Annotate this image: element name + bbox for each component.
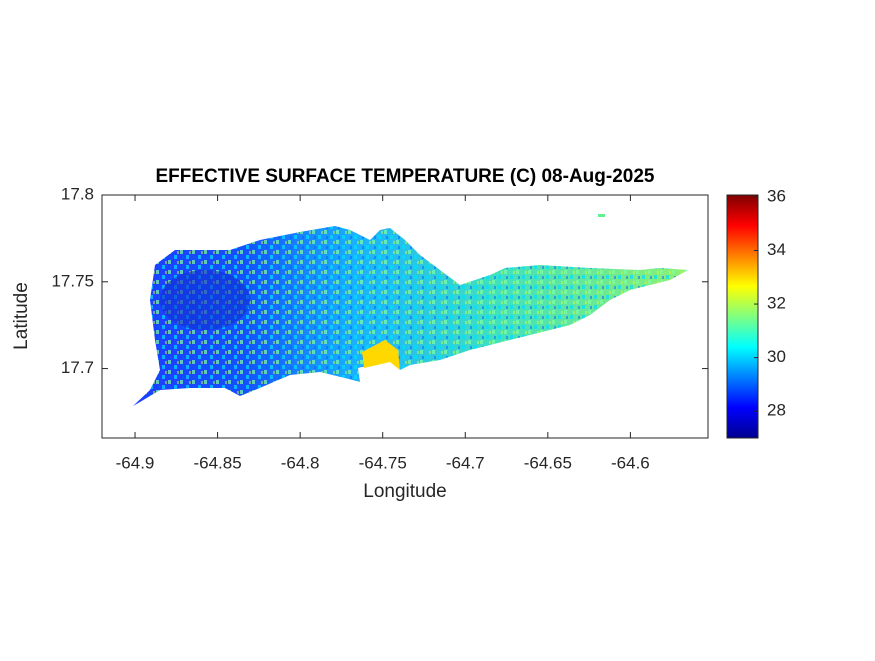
colorbar-tick-label: 34 — [767, 240, 786, 259]
y-tick-label: 17.7 — [61, 358, 94, 377]
x-tick-label: -64.85 — [193, 453, 241, 472]
y-tick-label: 17.8 — [61, 184, 94, 203]
x-tick-label: -64.9 — [116, 453, 155, 472]
island — [133, 214, 688, 406]
colorbar-tick-label: 28 — [767, 401, 786, 420]
axes-box — [101, 194, 709, 439]
x-tick-label: -64.75 — [359, 453, 407, 472]
x-axis-label: Longitude — [363, 481, 446, 502]
colorbar-tick-label: 32 — [767, 294, 786, 313]
y-tick-label: 17.75 — [51, 271, 94, 290]
colorbar-tick-label: 36 — [767, 186, 786, 205]
x-tick-label: -64.8 — [281, 453, 320, 472]
colorbar-tick-label: 30 — [767, 347, 786, 366]
x-tick-label: -64.7 — [446, 453, 485, 472]
x-tick-label: -64.6 — [611, 453, 650, 472]
chart-title: EFFECTIVE SURFACE TEMPERATURE (C) 08-Aug… — [156, 166, 655, 187]
colorbar — [726, 194, 759, 439]
x-tick-label: -64.65 — [524, 453, 572, 472]
y-axis-label: Latitude — [11, 282, 32, 350]
